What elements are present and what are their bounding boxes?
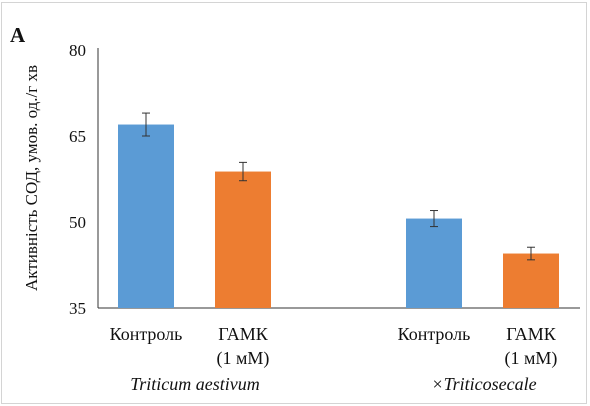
y-tick-label: 80 [69, 41, 86, 60]
group-label: Triticum aestivum [130, 374, 260, 394]
x-category-label: Контроль [110, 324, 183, 344]
bar [503, 253, 559, 308]
panel-label: A [10, 23, 26, 47]
y-tick-label: 35 [69, 299, 86, 318]
y-axis-title: Активність СОД, умов. од./г хв [22, 65, 41, 291]
x-category-label: ГАМК [218, 324, 268, 344]
bar [215, 171, 271, 308]
x-category-label: Контроль [398, 324, 471, 344]
x-category-sublabel: (1 мМ) [217, 348, 270, 369]
x-category-label: ГАМК [506, 324, 556, 344]
group-label: ×Triticosecale [431, 374, 536, 394]
y-tick-label: 65 [69, 127, 86, 146]
y-tick-label: 50 [69, 213, 86, 232]
bar [118, 124, 174, 309]
bar [406, 218, 462, 308]
x-category-sublabel: (1 мМ) [505, 348, 558, 369]
